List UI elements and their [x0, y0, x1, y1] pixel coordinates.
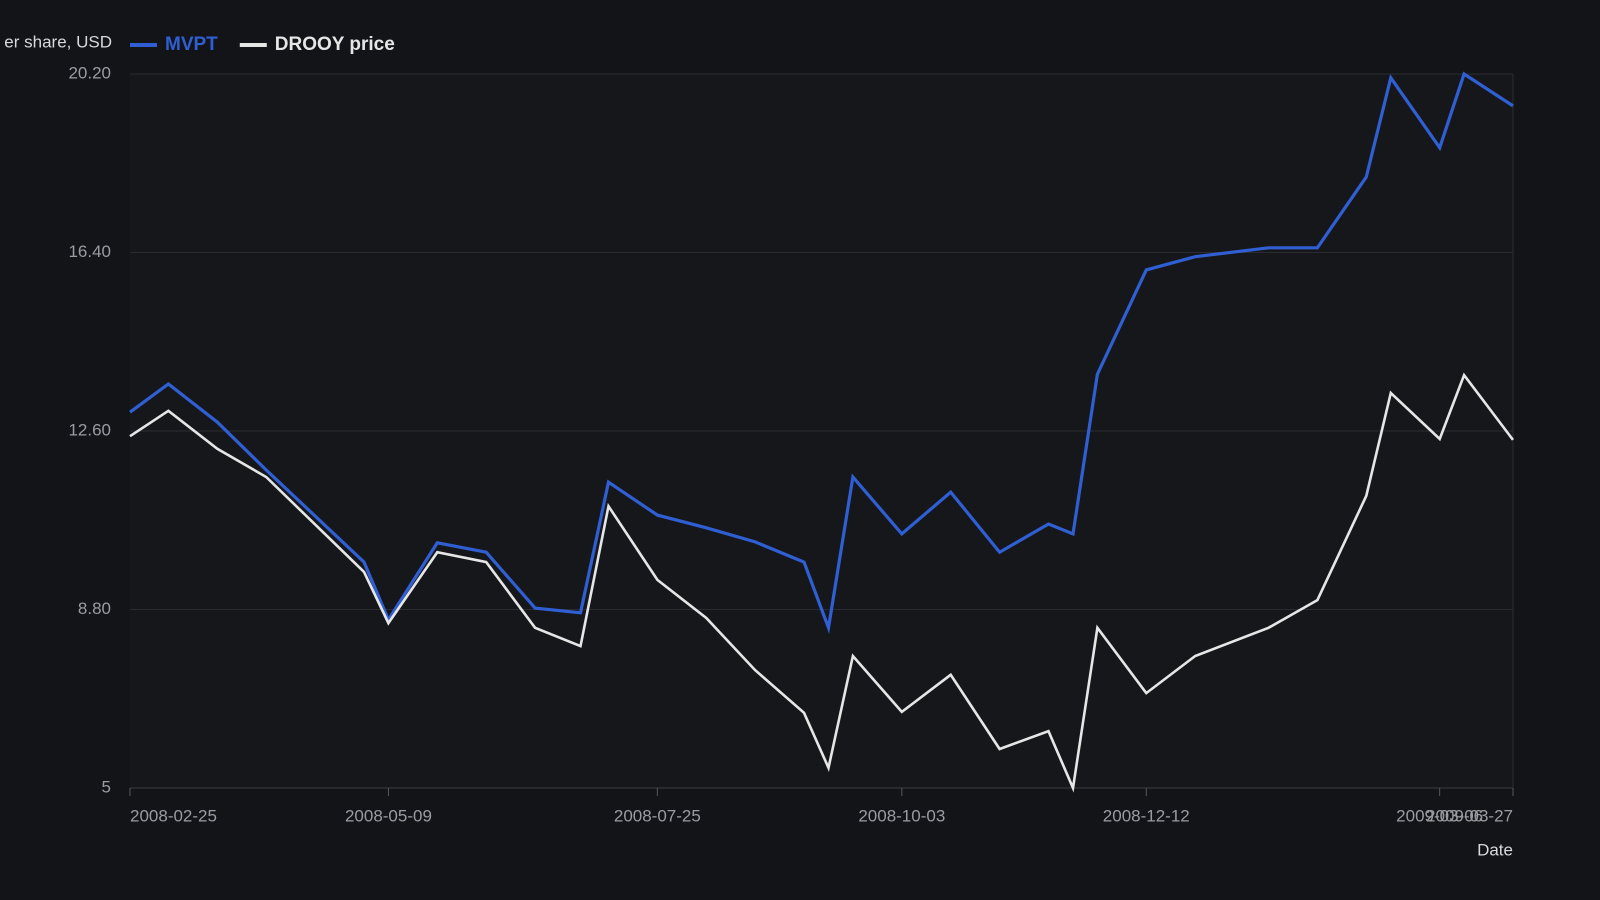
x-tick-label: 2008-10-03: [858, 806, 945, 825]
series-line: [129, 71, 1514, 635]
x-tick-label: 2009-03-27: [1426, 806, 1513, 825]
x-axis-title: Date: [1477, 840, 1513, 859]
legend-label: DROOY price: [275, 34, 395, 55]
x-tick-label: 2008-07-25: [614, 806, 701, 825]
x-tick-label: 2008-02-25: [130, 806, 217, 825]
y-tick-label: 8.80: [78, 599, 111, 618]
x-tick-label: 2008-05-09: [345, 806, 432, 825]
y-tick-label: 12.60: [68, 420, 111, 439]
series-line: [129, 372, 1515, 793]
y-tick-label: 20.20: [68, 63, 111, 82]
y-tick-label: 16.40: [68, 242, 111, 261]
x-tick-label: 2009-03-06: [1396, 806, 1483, 825]
y-tick-label: 5: [102, 777, 111, 796]
y-axis-title: er share, USD: [4, 32, 112, 51]
legend-label: MVPT: [165, 34, 218, 55]
x-tick-label: 2008-12-12: [1103, 806, 1190, 825]
